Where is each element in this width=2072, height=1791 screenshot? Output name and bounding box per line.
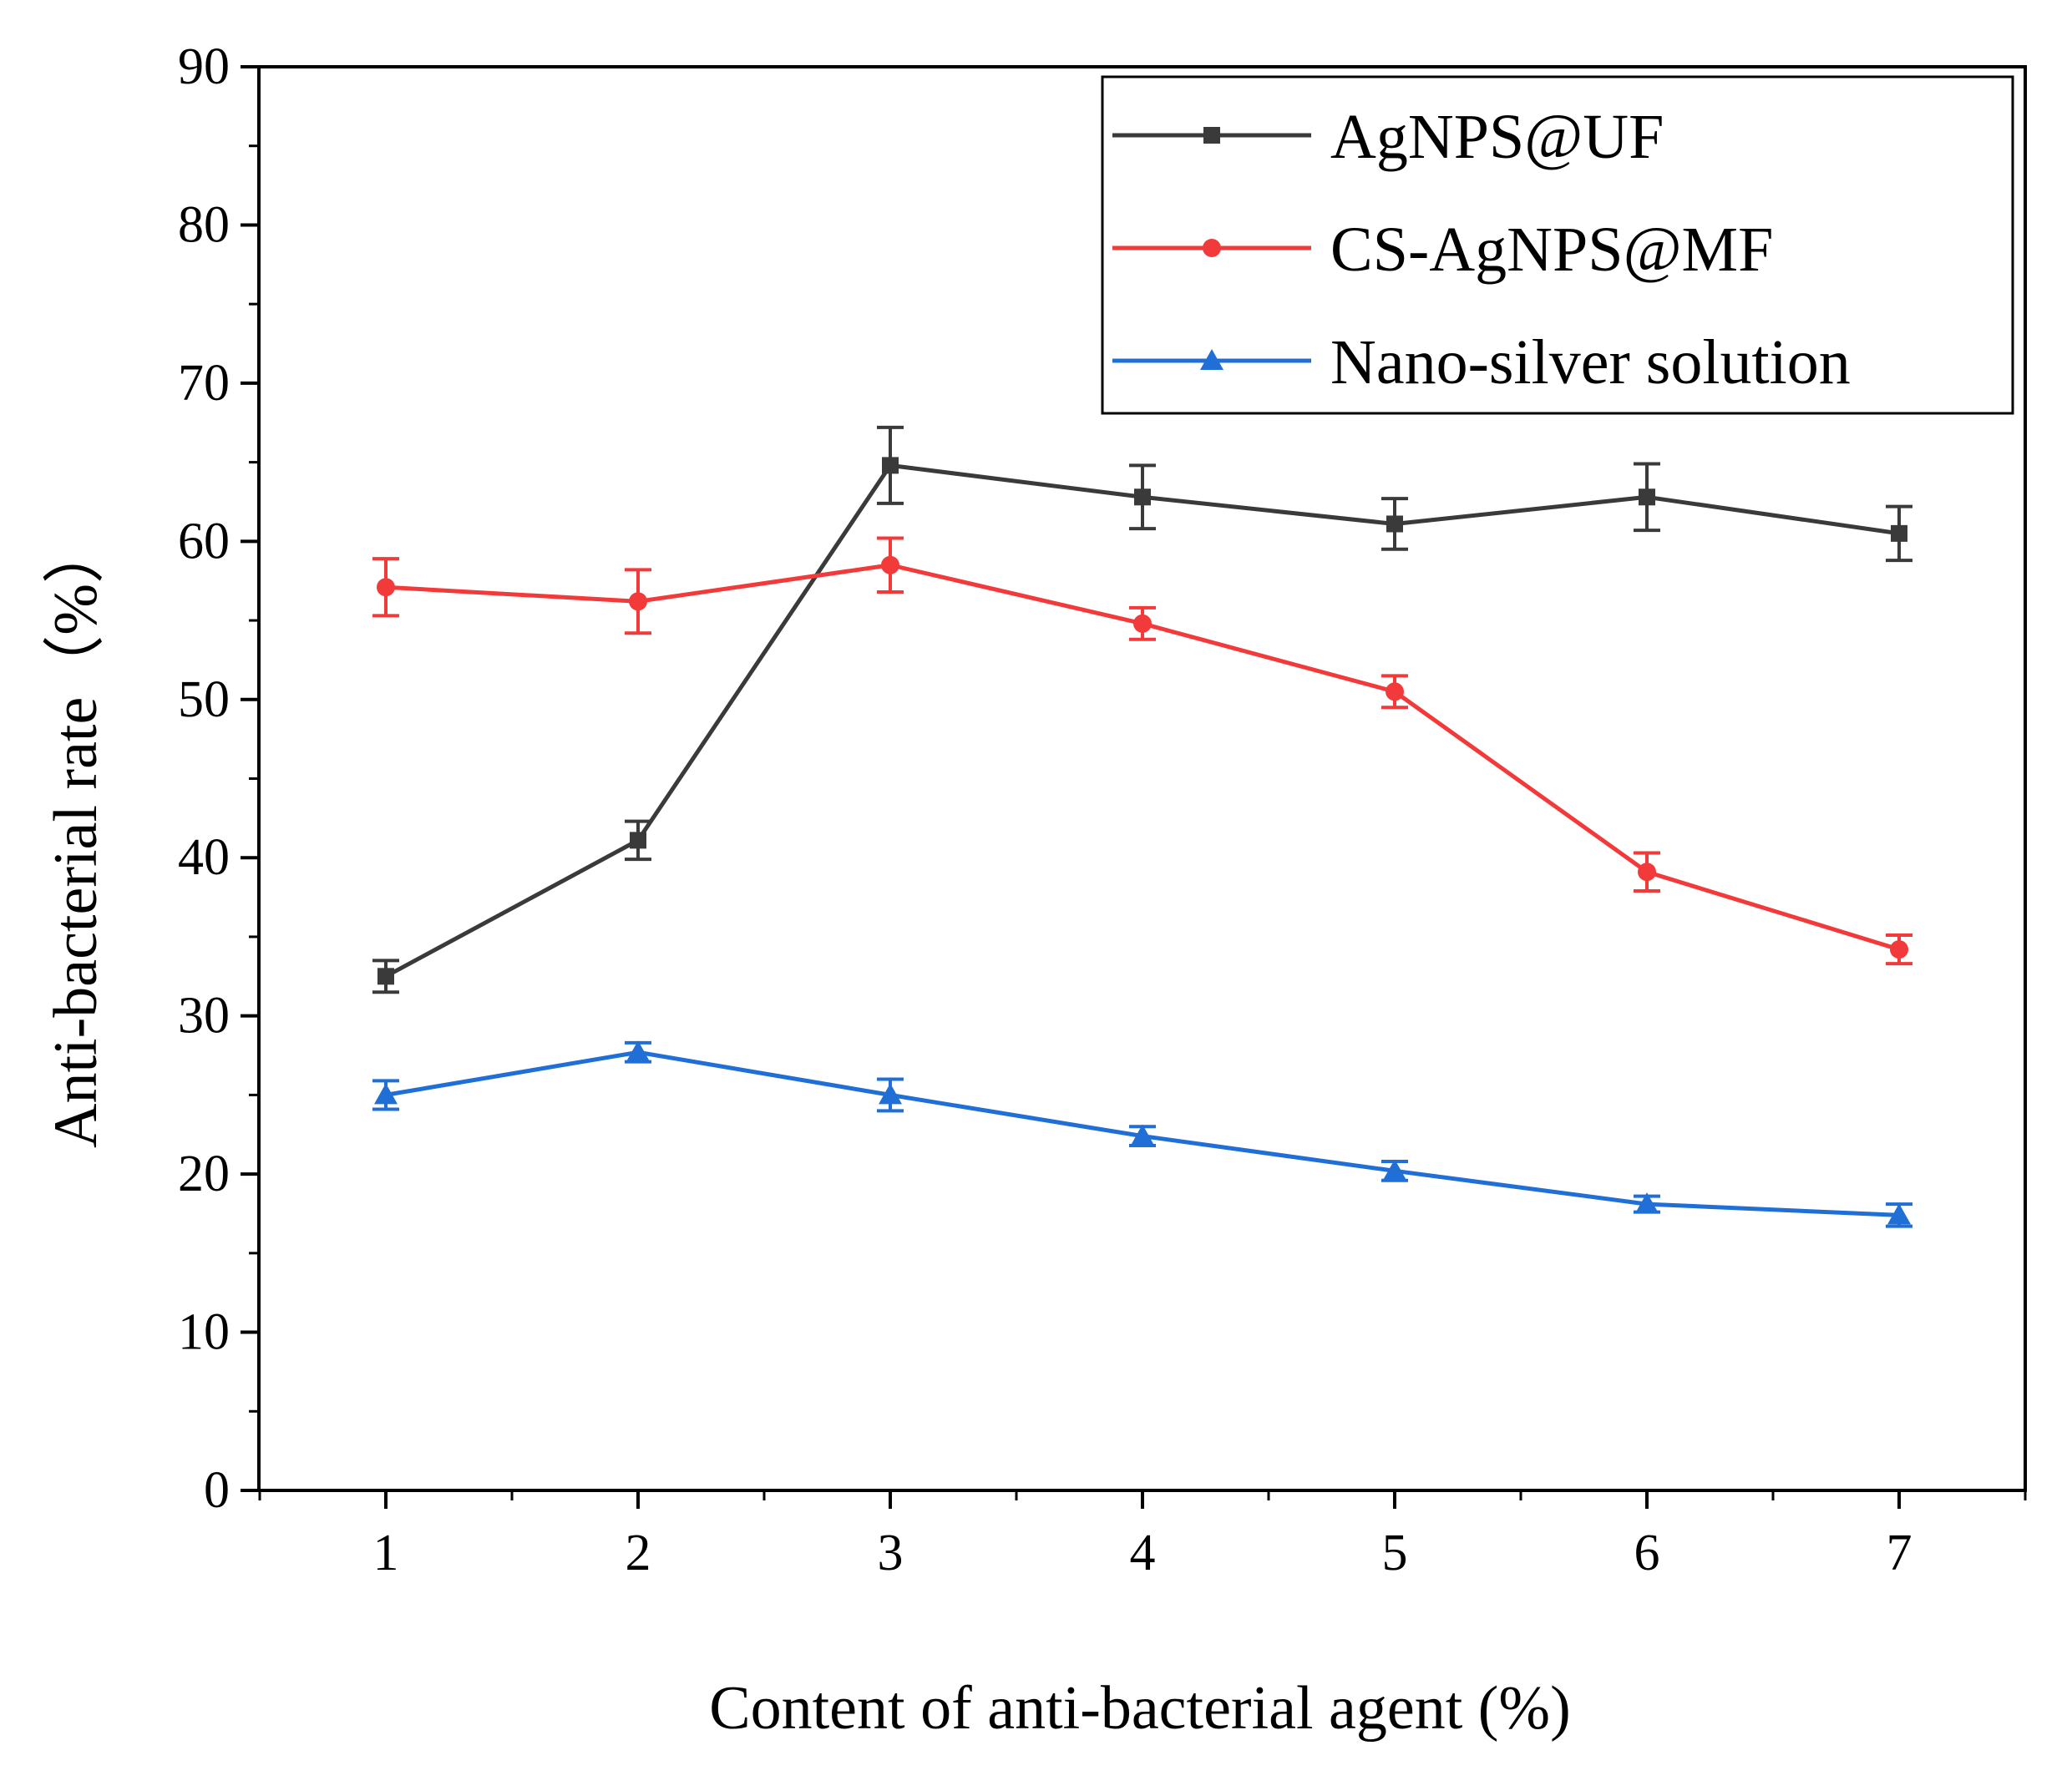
legend: AgNPS@UF CS-AgNPS@MF Nano-silver solution (1101, 75, 2014, 415)
series-line (384, 463, 1900, 979)
data-point-marker (630, 832, 646, 849)
y-tick-label: 70 (178, 355, 230, 412)
y-tick-label: 0 (204, 1462, 230, 1519)
series-cs-agnps-mf (372, 536, 1912, 966)
data-point-marker (1386, 682, 1404, 701)
data-point-marker (1200, 349, 1223, 370)
legend-items: AgNPS@UF CS-AgNPS@MF Nano-silver solution (1112, 102, 1851, 397)
data-point-marker (1203, 239, 1221, 257)
x-axis: 1 2 3 4 5 6 7 (258, 1490, 2027, 1581)
series-layer (372, 425, 1912, 1228)
x-tick-label: 7 (1887, 1525, 1912, 1581)
data-point-marker (1635, 1192, 1659, 1214)
y-tick-label: 90 (178, 38, 230, 95)
data-point-marker (1134, 488, 1151, 506)
y-axis: 0 10 20 30 40 50 60 70 80 90 (178, 38, 259, 1519)
data-point-marker (1890, 940, 1908, 959)
series-nano-silver-solution (372, 1040, 1912, 1228)
data-point-marker (881, 555, 899, 574)
legend-label: AgNPS@UF (1330, 102, 1664, 172)
y-tick-label: 10 (178, 1304, 230, 1361)
data-point-marker (1386, 515, 1403, 533)
y-tick-label: 20 (178, 1146, 230, 1202)
data-point-marker (1887, 1203, 1911, 1225)
y-tick-label: 30 (178, 988, 230, 1045)
x-tick-label: 2 (626, 1525, 651, 1581)
data-point-marker (377, 578, 395, 597)
data-point-marker (1639, 488, 1655, 506)
data-point-marker (374, 1083, 398, 1105)
data-point-marker (1891, 524, 1907, 542)
legend-box (1101, 75, 2014, 415)
x-tick-label: 5 (1382, 1525, 1408, 1581)
y-axis-title: Anti-bacterial rate（%） (42, 522, 110, 1148)
x-axis-title: Content of anti-bacterial agent (%) (709, 1674, 1570, 1743)
y-tick-label: 60 (178, 513, 230, 569)
data-point-marker (879, 1083, 902, 1105)
data-point-marker (377, 968, 394, 985)
y-tick-label: 50 (178, 671, 230, 728)
data-point-marker (1203, 127, 1220, 144)
legend-label: CS-AgNPS@MF (1330, 215, 1773, 285)
x-tick-label: 4 (1130, 1525, 1156, 1581)
y-tick-label: 80 (178, 196, 230, 253)
legend-label: Nano-silver solution (1330, 327, 1851, 397)
x-tick-label: 1 (373, 1525, 399, 1581)
y-tick-label: 40 (178, 829, 230, 886)
data-point-marker (1133, 614, 1152, 633)
data-point-marker (1131, 1124, 1154, 1146)
data-point-marker (629, 592, 647, 611)
x-tick-label: 6 (1634, 1525, 1660, 1581)
data-point-marker (1383, 1159, 1406, 1181)
data-point-marker (1638, 863, 1656, 882)
x-tick-label: 3 (878, 1525, 904, 1581)
data-point-marker (882, 457, 899, 474)
data-point-marker (626, 1040, 650, 1062)
series-agnps-uf (372, 425, 1912, 994)
